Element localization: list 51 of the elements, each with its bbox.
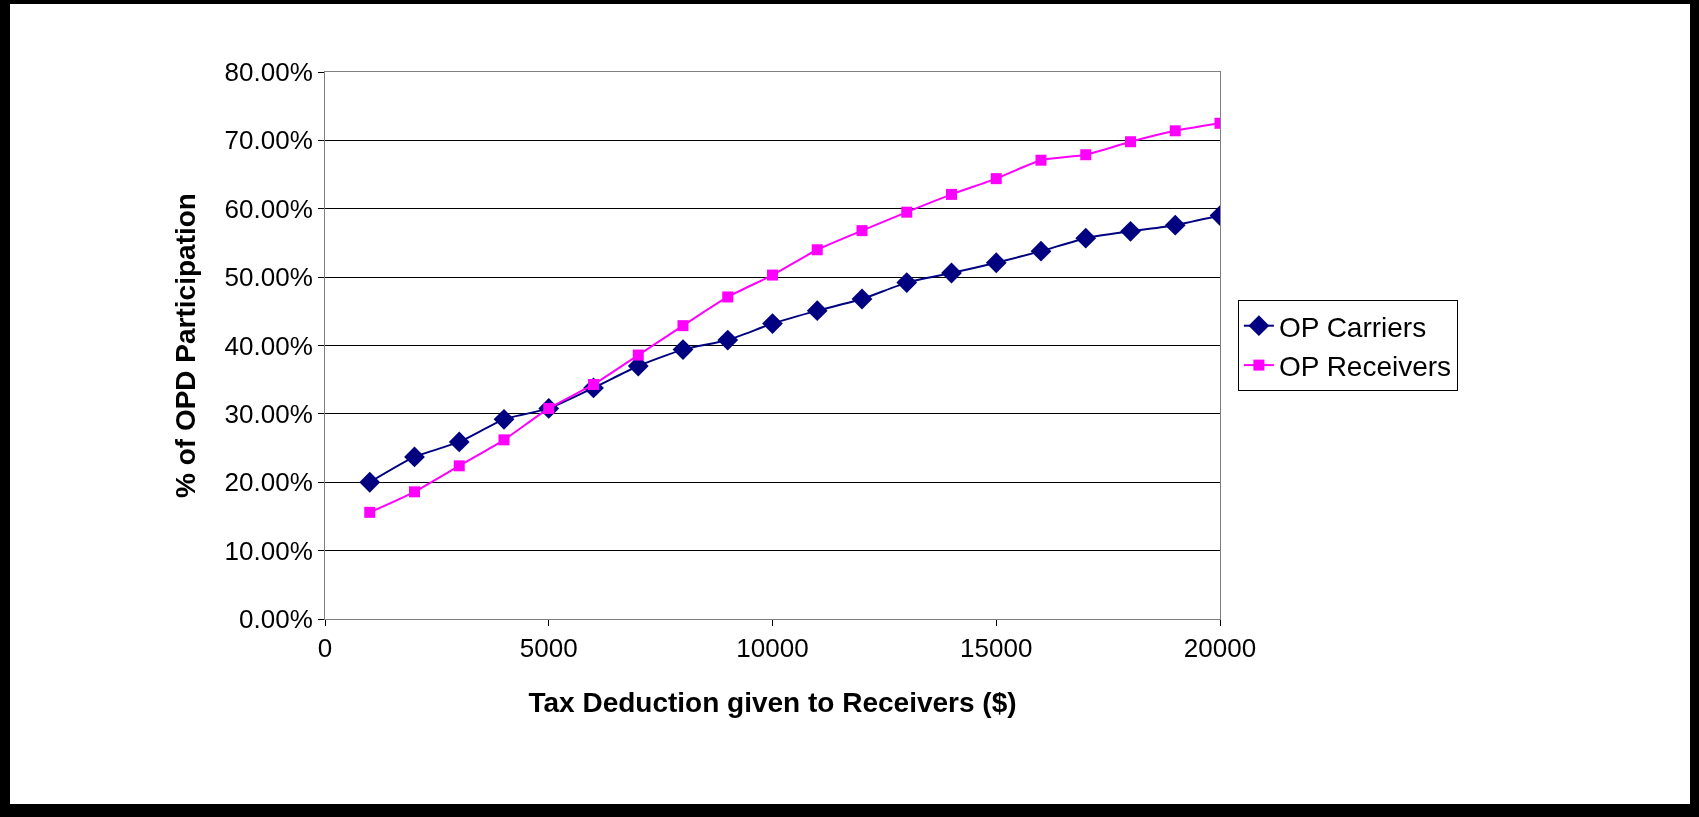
x-tick-label: 10000 bbox=[736, 633, 809, 664]
point bbox=[1125, 136, 1136, 148]
point bbox=[901, 206, 913, 218]
point bbox=[672, 339, 694, 360]
point bbox=[364, 506, 376, 518]
point bbox=[1030, 240, 1052, 262]
point bbox=[762, 313, 783, 335]
point bbox=[404, 446, 425, 468]
point bbox=[359, 471, 381, 493]
x-axis-title: Tax Deduction given to Receivers ($) bbox=[528, 687, 1017, 719]
point bbox=[851, 288, 873, 310]
point bbox=[722, 291, 734, 303]
y-tick-label: 10.00% bbox=[224, 535, 313, 566]
x-tick-label: 15000 bbox=[960, 633, 1033, 664]
y-tick-label: 30.00% bbox=[224, 398, 313, 429]
point bbox=[1120, 220, 1141, 242]
x-tick-label: 5000 bbox=[519, 633, 578, 664]
x-tick-label: 0 bbox=[317, 633, 333, 664]
point bbox=[717, 329, 739, 351]
point bbox=[946, 188, 957, 200]
point bbox=[453, 460, 465, 472]
point bbox=[896, 272, 918, 293]
point bbox=[806, 300, 828, 322]
point bbox=[1080, 149, 1092, 161]
y-tick-label: 60.00% bbox=[224, 193, 313, 224]
y-tick-label: 70.00% bbox=[224, 125, 313, 156]
y-tick-label: 40.00% bbox=[224, 330, 313, 361]
y-tick-label: 20.00% bbox=[224, 467, 313, 498]
y-tick-label: 0.00% bbox=[239, 604, 313, 635]
point bbox=[448, 431, 470, 453]
x-tick-label: 20000 bbox=[1183, 633, 1257, 664]
point bbox=[409, 486, 420, 498]
y-axis-title: % of OPD Participation bbox=[170, 193, 202, 498]
point bbox=[811, 244, 823, 256]
point bbox=[767, 269, 778, 281]
legend-label: OP Carriers bbox=[1278, 311, 1427, 343]
point bbox=[1169, 125, 1181, 137]
y-tick-label: 80.00% bbox=[224, 57, 313, 88]
point bbox=[498, 434, 510, 446]
point bbox=[1075, 227, 1097, 249]
point bbox=[941, 262, 962, 284]
point bbox=[1035, 154, 1047, 166]
y-tick-label: 50.00% bbox=[224, 262, 313, 293]
point bbox=[493, 408, 515, 430]
point bbox=[985, 252, 1007, 274]
point bbox=[990, 173, 1002, 185]
point bbox=[632, 349, 644, 361]
point bbox=[1164, 214, 1186, 236]
legend-label: OP Receivers bbox=[1278, 351, 1452, 383]
point bbox=[856, 225, 868, 237]
point bbox=[677, 320, 689, 332]
